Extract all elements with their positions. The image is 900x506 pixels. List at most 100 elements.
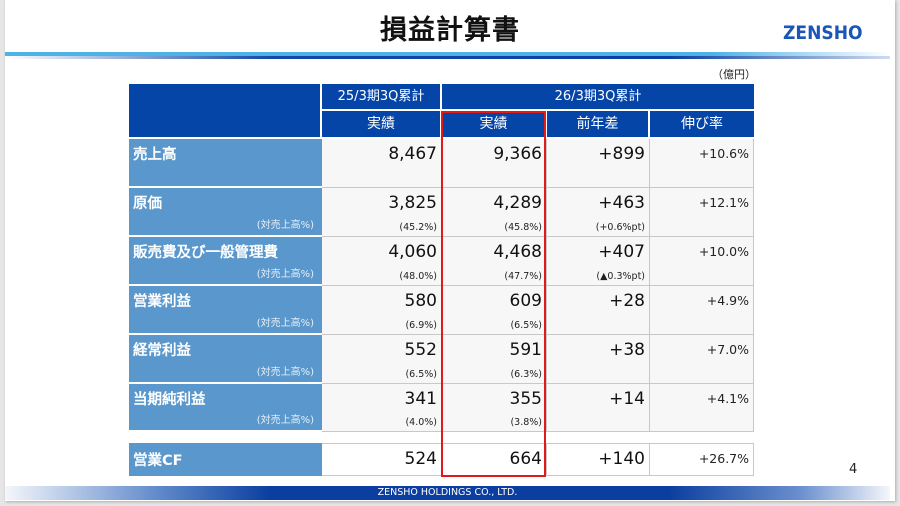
row-label: 営業CF <box>129 443 322 476</box>
header-yoy-diff: 前年差 <box>547 111 650 139</box>
growth-cell: +10.0% <box>650 237 754 286</box>
prev-actual-cell: 341 (4.0%) <box>322 384 442 432</box>
row-label-text: 経常利益 <box>133 343 191 359</box>
curr-actual-cell: 664 <box>442 443 547 476</box>
yoy-diff-cell: +14 <box>547 384 650 432</box>
row-label: 原価 (対売上高%) <box>129 188 322 237</box>
page-number: 4 <box>849 462 858 477</box>
growth-cell: +7.0% <box>650 335 754 384</box>
ratio-label: (対売上高%) <box>256 415 314 426</box>
ratio-label: (対売上高%) <box>256 269 314 280</box>
row-label-text: 原価 <box>133 196 162 212</box>
prev-actual-value: 524 <box>404 449 437 469</box>
yoy-diff-value: +899 <box>598 144 645 164</box>
curr-actual-value: 609 <box>509 291 542 311</box>
growth-value: +4.9% <box>706 293 749 308</box>
yoy-diff-cell: +38 <box>547 335 650 384</box>
row-label-text: 営業利益 <box>133 294 191 310</box>
row-label: 営業利益 (対売上高%) <box>129 286 322 335</box>
row-label-text: 売上高 <box>133 147 177 163</box>
prev-actual-value: 580 <box>404 291 437 311</box>
prev-actual-value: 4,060 <box>388 242 437 262</box>
header-rule-light <box>5 52 890 56</box>
diff-ratio-value: (+0.6%pt) <box>595 222 645 233</box>
yoy-diff-value: +38 <box>609 340 645 360</box>
yoy-diff-cell: +899 <box>547 139 650 188</box>
curr-ratio-value: (6.3%) <box>510 369 542 380</box>
header-prev-actual: 実績 <box>322 111 442 139</box>
yoy-diff-value: +14 <box>609 389 645 409</box>
curr-ratio-value: (45.8%) <box>504 222 542 233</box>
footer-band: ZENSHO HOLDINGS CO., LTD. <box>5 486 890 500</box>
header-growth: 伸び率 <box>650 111 754 139</box>
curr-ratio-value: (47.7%) <box>504 271 542 282</box>
yoy-diff-value: +28 <box>609 291 645 311</box>
growth-value: +12.1% <box>698 195 749 210</box>
row-label: 販売費及び一般管理費 (対売上高%) <box>129 237 322 286</box>
row-label: 売上高 <box>129 139 322 188</box>
prev-ratio-value: (45.2%) <box>399 222 437 233</box>
row-label: 当期純利益 (対売上高%) <box>129 384 322 432</box>
yoy-diff-cell: +463 (+0.6%pt) <box>547 188 650 237</box>
header-rule-dark <box>5 56 890 59</box>
prev-actual-value: 8,467 <box>388 144 437 164</box>
header-prev-period: 25/3期3Q累計 <box>322 84 442 111</box>
prev-actual-cell: 4,060 (48.0%) <box>322 237 442 286</box>
zensho-logo: ZENSHO <box>783 22 863 44</box>
prev-ratio-value: (4.0%) <box>405 417 437 428</box>
curr-actual-cell: 609 (6.5%) <box>442 286 547 335</box>
curr-actual-value: 9,366 <box>493 144 542 164</box>
yoy-diff-cell: +140 <box>547 443 650 476</box>
row-label-text: 販売費及び一般管理費 <box>133 245 278 261</box>
prev-actual-cell: 552 (6.5%) <box>322 335 442 384</box>
curr-actual-cell: 355 (3.8%) <box>442 384 547 432</box>
header-curr-period: 26/3期3Q累計 <box>442 84 754 111</box>
yoy-diff-cell: +407 (▲0.3%pt) <box>547 237 650 286</box>
prev-ratio-value: (6.5%) <box>405 369 437 380</box>
row-label: 経常利益 (対売上高%) <box>129 335 322 384</box>
diff-ratio-value: (▲0.3%pt) <box>596 271 645 282</box>
curr-actual-value: 4,468 <box>493 242 542 262</box>
prev-ratio-value: (48.0%) <box>399 271 437 282</box>
curr-actual-value: 591 <box>509 340 542 360</box>
yoy-diff-value: +140 <box>598 449 645 469</box>
prev-actual-cell: 580 (6.9%) <box>322 286 442 335</box>
growth-value: +10.0% <box>698 244 749 259</box>
growth-cell: +12.1% <box>650 188 754 237</box>
curr-ratio-value: (3.8%) <box>510 417 542 428</box>
yoy-diff-cell: +28 <box>547 286 650 335</box>
growth-cell: +26.7% <box>650 443 754 476</box>
curr-actual-cell: 4,468 (47.7%) <box>442 237 547 286</box>
page-title: 損益計算書 <box>380 15 520 46</box>
growth-value: +4.1% <box>706 391 749 406</box>
ratio-label: (対売上高%) <box>256 318 314 329</box>
ratio-label: (対売上高%) <box>256 220 314 231</box>
row-label-text: 営業CF <box>133 453 183 469</box>
growth-cell: +10.6% <box>650 139 754 188</box>
curr-actual-cell: 9,366 <box>442 139 547 188</box>
curr-actual-value: 355 <box>509 389 542 409</box>
curr-actual-cell: 591 (6.3%) <box>442 335 547 384</box>
prev-actual-cell: 3,825 (45.2%) <box>322 188 442 237</box>
header-corner <box>129 84 322 139</box>
curr-actual-cell: 4,289 (45.8%) <box>442 188 547 237</box>
yoy-diff-value: +463 <box>598 193 645 213</box>
prev-actual-value: 341 <box>404 389 437 409</box>
ratio-label: (対売上高%) <box>256 367 314 378</box>
footer-company-name: ZENSHO HOLDINGS CO., LTD. <box>377 487 518 498</box>
prev-actual-value: 3,825 <box>388 193 437 213</box>
curr-ratio-value: (6.5%) <box>510 320 542 331</box>
yoy-diff-value: +407 <box>598 242 645 262</box>
growth-cell: +4.1% <box>650 384 754 432</box>
growth-value: +26.7% <box>698 451 749 466</box>
curr-actual-value: 4,289 <box>493 193 542 213</box>
growth-cell: +4.9% <box>650 286 754 335</box>
prev-actual-cell: 8,467 <box>322 139 442 188</box>
growth-value: +7.0% <box>706 342 749 357</box>
row-label-text: 当期純利益 <box>133 392 206 408</box>
growth-value: +10.6% <box>698 146 749 161</box>
curr-actual-value: 664 <box>509 449 542 469</box>
unit-label: （億円） <box>712 68 756 81</box>
header-curr-actual: 実績 <box>442 111 547 139</box>
prev-ratio-value: (6.9%) <box>405 320 437 331</box>
